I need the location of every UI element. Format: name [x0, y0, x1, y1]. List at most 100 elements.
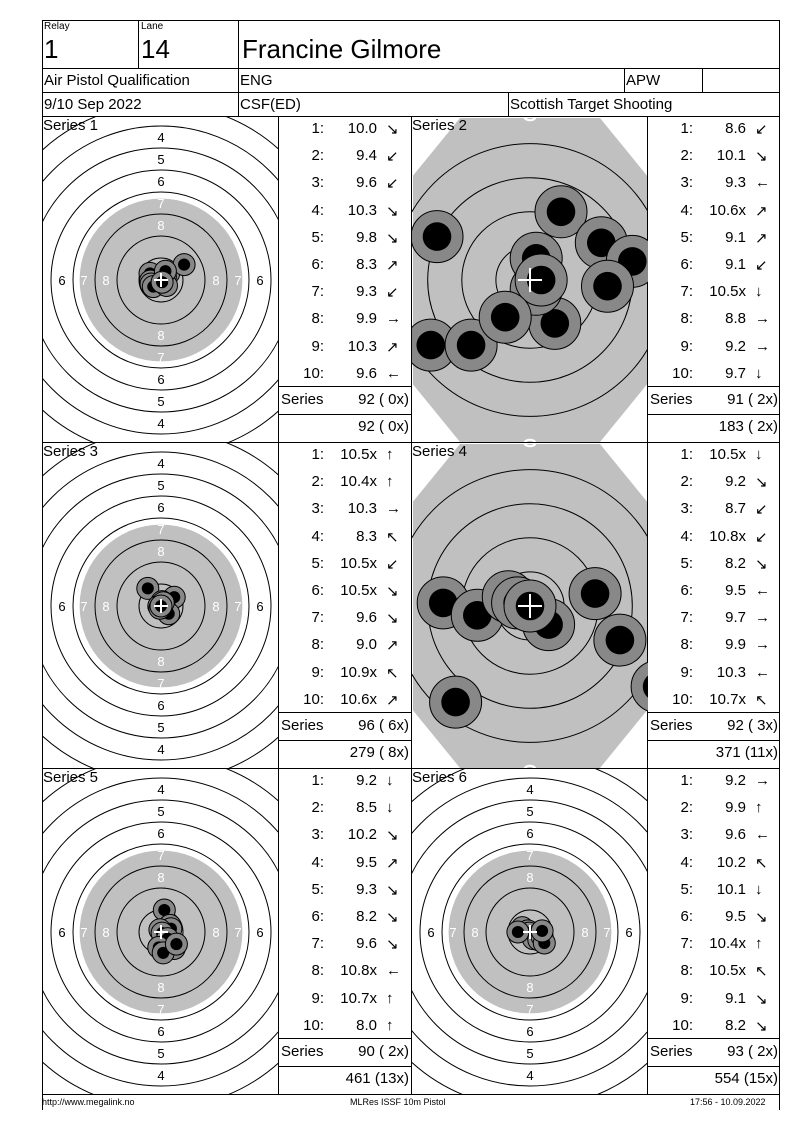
- series-total: 92 ( 3x): [727, 717, 778, 734]
- club: CSF(ED): [240, 96, 301, 113]
- shot-number: 3:: [311, 174, 324, 192]
- ring-number: 8: [157, 328, 164, 343]
- shot-score: 9.2: [725, 473, 746, 491]
- shot-direction-arrow-icon: ↖: [755, 691, 768, 709]
- target-ring: [116, 887, 206, 977]
- shot-score: 9.1: [725, 989, 746, 1007]
- shot-number: 9:: [680, 337, 693, 355]
- shot-direction-arrow-icon: →: [755, 636, 770, 654]
- shot-direction-arrow-icon: ↙: [386, 284, 399, 302]
- shot-direction-arrow-icon: ←: [755, 582, 770, 599]
- shot-number: 3:: [680, 826, 693, 844]
- ring-number: 7: [449, 925, 456, 940]
- shot-score: 10.5x: [340, 554, 377, 572]
- target-image: 88887777666655554444: [43, 769, 279, 1095]
- shot-direction-arrow-icon: ↗: [386, 637, 399, 655]
- shot-number: 2:: [680, 473, 693, 491]
- series-total: 91 ( 2x): [727, 391, 778, 408]
- shot-number: 3:: [680, 500, 693, 518]
- ring-number: 6: [256, 925, 263, 940]
- series-total-label: Series: [281, 1043, 324, 1060]
- series-title: Series 4: [412, 443, 468, 460]
- ring-number: 5: [157, 152, 164, 167]
- shot-hole-center: [428, 588, 458, 618]
- ring-number: 8: [212, 273, 219, 288]
- target-ring: [50, 495, 272, 717]
- shot-number: 2:: [311, 473, 324, 491]
- shot-direction-arrow-icon: ↓: [755, 283, 763, 301]
- shot-direction-arrow-icon: ↖: [755, 854, 768, 872]
- shot-direction-arrow-icon: ↓: [755, 446, 763, 463]
- ring-number: 6: [256, 599, 263, 614]
- shot-score: 9.7: [725, 364, 746, 382]
- shot-direction-arrow-icon: ↑: [386, 473, 394, 491]
- shot-number: 10:: [672, 364, 693, 382]
- ring-number: 7: [157, 522, 164, 537]
- ring-number: 8: [526, 980, 533, 995]
- shot-direction-arrow-icon: ←: [755, 174, 770, 192]
- shot-direction-arrow-icon: ↑: [386, 1016, 394, 1034]
- ring-number: 8: [581, 925, 588, 940]
- ring-number: 5: [157, 1046, 164, 1061]
- ring-number: 8: [526, 870, 533, 885]
- shot-number: 6:: [680, 256, 693, 273]
- shot-direction-arrow-icon: ←: [386, 364, 401, 382]
- shot-score: 8.5: [356, 799, 377, 817]
- shot-score: 10.7x: [340, 989, 377, 1007]
- shot-number: 1:: [680, 772, 693, 789]
- shot-number: 10:: [303, 690, 324, 708]
- shot-score: 10.3: [716, 663, 746, 681]
- shot-number: 1:: [311, 772, 324, 789]
- shot-number: 3:: [311, 500, 324, 518]
- shot-number: 9:: [680, 663, 693, 681]
- shot-direction-arrow-icon: ↘: [755, 148, 768, 166]
- shot-score: 10.0: [347, 120, 377, 137]
- shot-score: 9.1: [725, 256, 746, 273]
- ring-number: 7: [234, 273, 241, 288]
- nation: ENG: [240, 72, 273, 89]
- shot-number: 1:: [311, 446, 324, 463]
- ring-number: 5: [157, 720, 164, 735]
- shot-direction-arrow-icon: ↓: [386, 799, 394, 817]
- shot-direction-arrow-icon: ↖: [386, 528, 399, 546]
- shot-score: 10.5x: [340, 446, 377, 463]
- ring-number: 5: [43, 273, 44, 288]
- shot-hole-center: [593, 271, 622, 301]
- shot-score: 9.7: [725, 609, 746, 627]
- target-image: 88887777666655554444: [412, 769, 648, 1095]
- target-ring: [43, 147, 279, 413]
- shot-score: 9.4: [356, 147, 377, 165]
- shot-number: 8:: [680, 636, 693, 654]
- shot-number: 8:: [680, 962, 693, 980]
- class: APW: [626, 72, 661, 89]
- shot-number: 5:: [680, 228, 693, 246]
- shot-number: 5:: [311, 228, 324, 246]
- shot-direction-arrow-icon: ↖: [755, 963, 768, 981]
- event-name: Air Pistol Qualification: [44, 72, 190, 89]
- shot-score: 9.3: [725, 174, 746, 192]
- shot-hole-center: [416, 330, 446, 360]
- target-ring: [138, 583, 184, 629]
- target-ring: [43, 777, 279, 1087]
- series-title: Series 1: [43, 117, 99, 134]
- target-ring: [412, 799, 648, 1065]
- target-ring: [94, 539, 228, 673]
- ring-number: 5: [157, 394, 164, 409]
- shot-number: 7:: [680, 609, 693, 627]
- shot-score: 8.2: [725, 554, 746, 572]
- ring-number: 7: [157, 1002, 164, 1017]
- ring-number: 8: [212, 925, 219, 940]
- shot-direction-arrow-icon: ↘: [755, 474, 768, 492]
- shot-number: 5:: [311, 880, 324, 898]
- shot-direction-arrow-icon: ←: [755, 826, 770, 844]
- shot-direction-arrow-icon: ↗: [386, 691, 399, 709]
- shot-direction-arrow-icon: ↗: [755, 202, 768, 220]
- shot-score: 9.5: [356, 853, 377, 871]
- shot-number: 4:: [680, 853, 693, 871]
- ring-number: 5: [412, 925, 413, 940]
- shot-direction-arrow-icon: ↗: [755, 229, 768, 247]
- shot-direction-arrow-icon: ↘: [386, 610, 399, 628]
- series-block: 88887777666655554444Series 51:9.2↓2:8.5↓…: [42, 768, 411, 1095]
- shot-direction-arrow-icon: ↓: [386, 772, 394, 789]
- ring-number: 7: [526, 1002, 533, 1017]
